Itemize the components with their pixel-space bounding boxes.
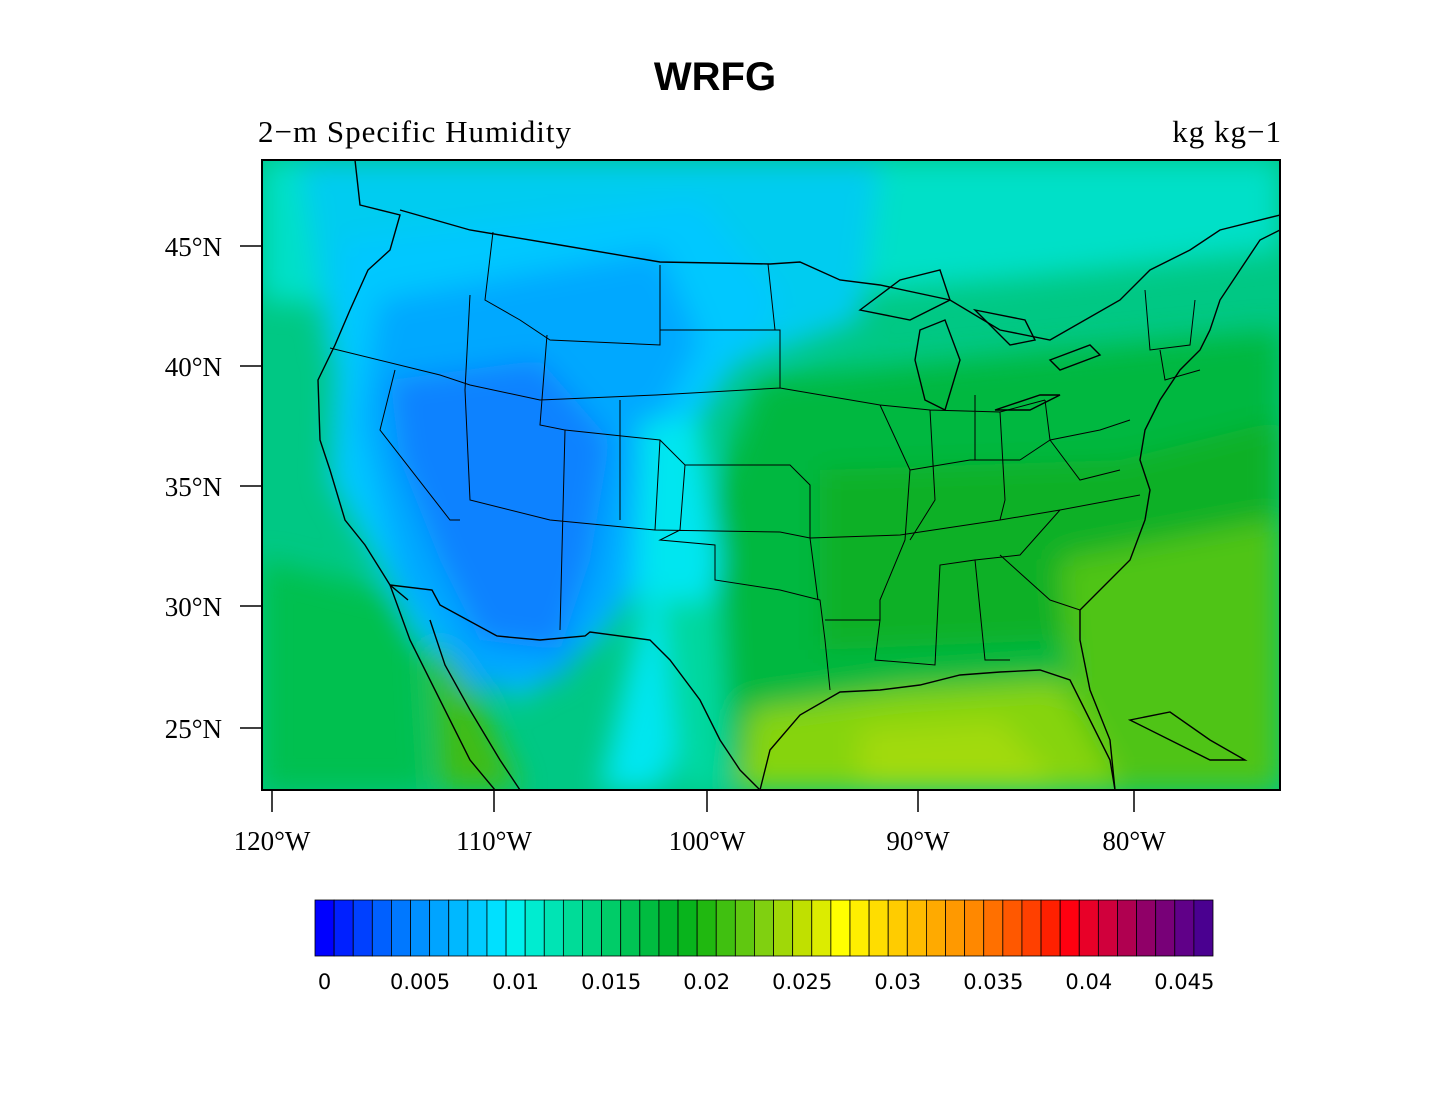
colorbar-label: 0.01 (492, 970, 539, 994)
colorbar-box (601, 899, 622, 957)
colorbar-box (543, 899, 564, 957)
colorbar-box (1136, 899, 1157, 957)
lat-axis: 45°N 40°N 35°N 30°N 25°N (165, 232, 262, 744)
colorbar-box (926, 899, 946, 957)
colorbar-labels: 0 0.005 0.01 0.015 0.02 0.025 0.03 0.035 0.04 0.0… (318, 970, 1215, 994)
colorbar-label: 0.02 (683, 970, 730, 994)
map-frame (261, 159, 1281, 791)
us-mexico-border (389, 584, 761, 790)
colorbar-box (1002, 899, 1023, 957)
lat-label-25: 25°N (165, 714, 222, 744)
lon-label-100: 100°W (669, 826, 746, 856)
lon-label-120: 120°W (234, 826, 311, 856)
colorbar-box (448, 899, 469, 957)
colorbar-box (754, 899, 774, 957)
colorbar-box (391, 899, 411, 957)
colorbar-box (964, 899, 985, 957)
map-title: WRFG (653, 55, 777, 99)
colorbar-box (352, 899, 373, 957)
colorbar-box (906, 899, 927, 957)
colorbar-label: 0.04 (1065, 970, 1112, 994)
colorbar-label: 0.005 (390, 970, 450, 994)
colorbar-box (734, 899, 755, 957)
state-lines (329, 231, 1201, 691)
lon-axis: 120°W 110°W 100°W 90°W 80°W (234, 790, 1166, 856)
baja-gulf-side (429, 619, 521, 790)
colorbar-box (371, 899, 392, 957)
colorbar-box (696, 899, 717, 957)
colorbar-label: 0.025 (772, 970, 832, 994)
colorbar-box (849, 899, 870, 957)
colorbar-box (562, 899, 583, 957)
colorbar-box (1040, 899, 1061, 957)
colorbar-label: 0.035 (963, 970, 1023, 994)
florida-atlantic (1079, 229, 1280, 790)
colorbar-box (582, 899, 602, 957)
colorbar-box (505, 899, 526, 957)
colorbar-box (467, 899, 488, 957)
colorbar-box (1059, 899, 1080, 957)
colorbar-box (1021, 899, 1042, 957)
colorbar-box (314, 899, 335, 957)
colorbar-box (868, 899, 889, 957)
colorbar-box (524, 899, 545, 957)
gulf-coast (759, 669, 1116, 790)
us-canada-border (399, 209, 1280, 341)
field-great-basin-core (390, 360, 610, 650)
field-atlantic-warm (1060, 520, 1280, 790)
colorbar-box (1078, 899, 1099, 957)
colorbar-box (792, 899, 813, 957)
colorbar-box (639, 899, 660, 957)
field-texas-gradient (660, 600, 730, 790)
variable-name: 2−m Specific Humidity (258, 114, 573, 149)
colorbar-box (410, 899, 431, 957)
lat-label-45: 45°N (165, 232, 222, 262)
lon-label-80: 80°W (1102, 826, 1166, 856)
colorbar (314, 899, 1214, 957)
colorbar-box (1097, 899, 1118, 957)
colorbar-box (333, 899, 354, 957)
field-gulf-peak (860, 720, 1060, 790)
lon-label-90: 90°W (886, 826, 950, 856)
colorbar-box (1174, 899, 1195, 957)
colorbar-box (429, 899, 450, 957)
units-label: kg kg−1 (1172, 114, 1282, 149)
colorbar-box (1193, 899, 1214, 957)
colorbar-box (887, 899, 908, 957)
colorbar-label: 0.015 (581, 970, 641, 994)
colorbar-box (811, 899, 832, 957)
colorbar-box (830, 899, 851, 957)
map-boundaries (317, 160, 1280, 790)
colorbar-label: 0 (318, 970, 331, 994)
lat-label-35: 35°N (165, 472, 222, 502)
field-pacific-south (262, 560, 430, 790)
colorbar-box (486, 899, 507, 957)
colorbar-box (1155, 899, 1176, 957)
colorbar-box (773, 899, 794, 957)
colorbar-label: 0.03 (874, 970, 921, 994)
colorbar-box (715, 899, 736, 957)
cuba (1127, 711, 1248, 761)
baja-coastline (389, 584, 496, 790)
colorbar-box (945, 899, 966, 957)
humidity-field (262, 160, 1280, 790)
lon-label-110: 110°W (456, 826, 532, 856)
us-coastline-west (317, 160, 409, 601)
colorbar-box (983, 899, 1004, 957)
lat-label-30: 30°N (165, 592, 222, 622)
colorbar-box (677, 899, 698, 957)
colorbar-box (1117, 899, 1137, 957)
lat-label-40: 40°N (165, 352, 222, 382)
colorbar-box (620, 899, 641, 957)
colorbar-label: 0.045 (1154, 970, 1214, 994)
colorbar-box (658, 899, 679, 957)
